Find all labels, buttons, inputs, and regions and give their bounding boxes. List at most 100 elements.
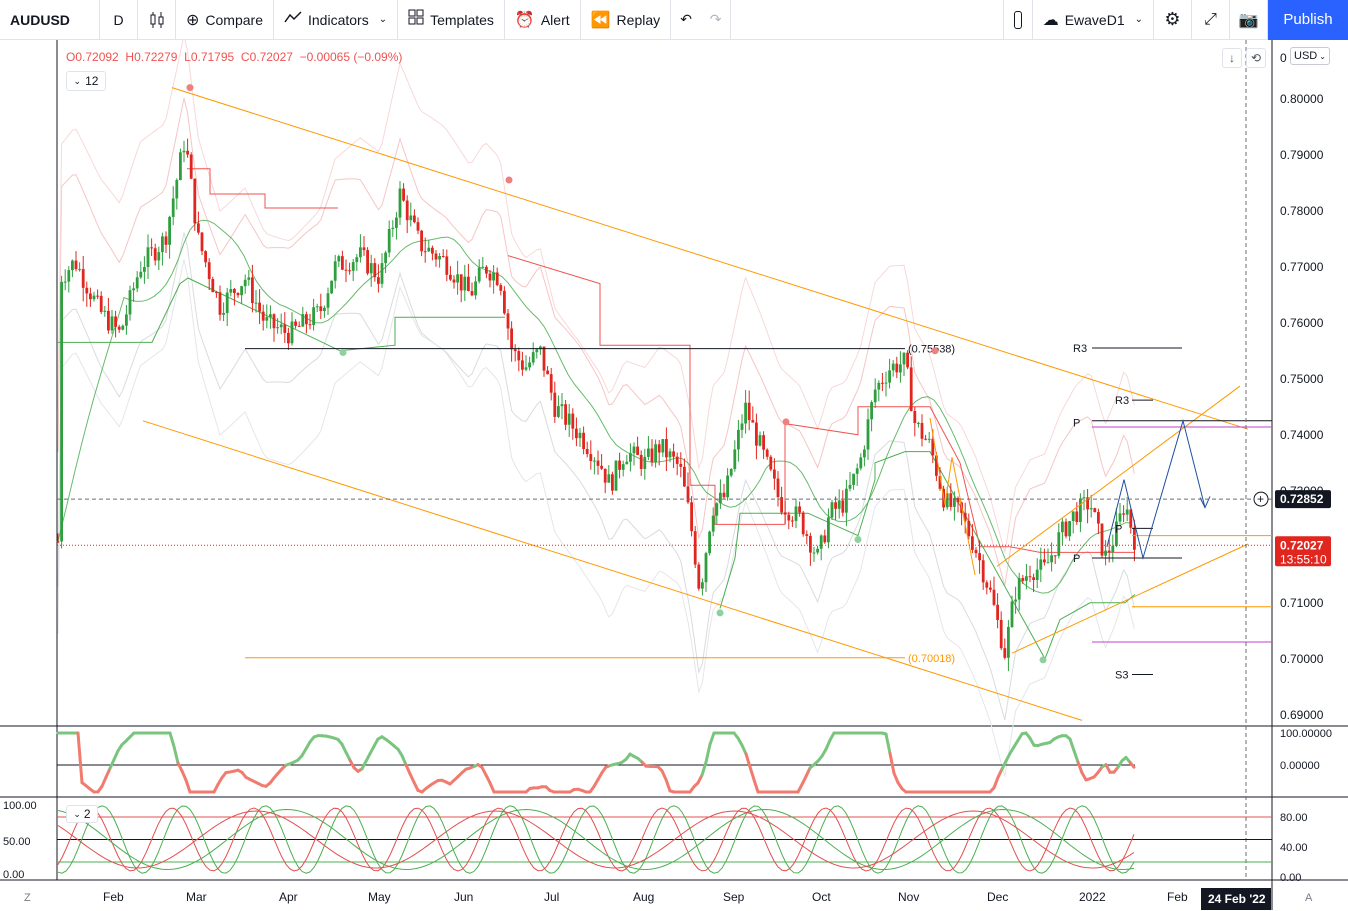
candle-body <box>711 515 715 532</box>
candle-body <box>463 276 467 291</box>
osc1-segment <box>1076 760 1084 775</box>
replay-button[interactable]: ⏪ Replay <box>581 0 672 40</box>
candle-body <box>744 402 747 424</box>
rising-channel-lower <box>1011 543 1249 654</box>
candle-body <box>582 432 585 449</box>
candle-body <box>175 180 179 199</box>
candle-body <box>215 292 218 294</box>
indicators-button[interactable]: Indicators ⌄ <box>274 0 399 40</box>
candle-body <box>783 512 787 515</box>
candle-body <box>445 256 449 275</box>
candle-body <box>323 307 326 312</box>
osc1-segment <box>664 778 672 793</box>
candle-body <box>841 500 845 513</box>
candle-body <box>895 363 899 373</box>
chart-type-button[interactable] <box>138 0 176 40</box>
candle-body <box>398 188 402 218</box>
candle-body <box>837 500 841 509</box>
candle-body <box>513 349 517 352</box>
candle-body <box>737 429 740 450</box>
candle-body <box>1086 497 1089 510</box>
candle-body <box>650 448 654 463</box>
osc1-segment <box>804 766 812 778</box>
candle-body <box>719 492 722 504</box>
candle-body <box>272 314 276 329</box>
candle-body <box>107 310 110 331</box>
alarm-clock-icon: ⏰ <box>514 11 535 29</box>
low-level-label: (0.70018) <box>908 653 955 665</box>
candle-body <box>845 488 848 513</box>
candle-body <box>1046 562 1050 564</box>
osc1-segment <box>76 731 84 785</box>
redo-button[interactable]: ↷ <box>701 0 732 40</box>
crosshair-price-text: 0.72852 <box>1280 492 1324 506</box>
expand-button[interactable]: ⤢ <box>1192 0 1230 40</box>
snapshot-button[interactable]: 📷 <box>1230 0 1268 40</box>
candle-body <box>643 456 647 469</box>
price-axis-label: 0.76000 <box>1280 316 1324 330</box>
candle-body <box>456 274 459 283</box>
candle-body <box>751 420 755 423</box>
candle-body <box>1079 498 1082 523</box>
symbol-search[interactable]: AUDUSD <box>0 0 100 40</box>
candle-body <box>1057 532 1061 556</box>
candle-body <box>499 285 503 291</box>
interval-button[interactable]: D <box>100 0 138 40</box>
candle-body <box>589 454 593 462</box>
chart-area[interactable]: 0.80000 0.79000 0.78000 0.77000 0.76000 0.750… <box>0 40 1348 911</box>
publish-button[interactable]: Publish <box>1268 0 1348 40</box>
open-label: O <box>66 50 76 64</box>
candle-body <box>197 223 200 233</box>
candle-body <box>78 269 81 271</box>
candle-body <box>776 478 780 498</box>
candle-body <box>225 292 229 313</box>
candle-body <box>805 534 809 536</box>
candle-body <box>434 253 438 260</box>
candle-body <box>521 360 524 370</box>
layout-button[interactable]: ☁ EwaveD1 ⌄ <box>1033 0 1154 40</box>
candle-body <box>1122 513 1125 515</box>
candle-body <box>603 468 607 483</box>
auto-scale-button: A <box>1305 892 1313 904</box>
candle-body <box>319 306 323 312</box>
chart-canvas[interactable]: 0.80000 0.79000 0.78000 0.77000 0.76000 0.750… <box>0 40 1348 911</box>
oscillator-collapse-button[interactable]: ⌄ 2 <box>66 805 98 823</box>
stop-dot <box>931 347 939 355</box>
candle-body <box>139 271 143 278</box>
time-axis-label: Sep <box>723 890 745 904</box>
candle-body <box>391 227 395 230</box>
price-axis-label: 0.74000 <box>1280 428 1324 442</box>
currency-button[interactable]: USD ⌄ <box>1290 47 1330 65</box>
osc1-segment <box>400 754 408 767</box>
candle-body <box>485 266 488 274</box>
low-value: 0.71795 <box>190 50 235 64</box>
candle-body <box>765 449 769 457</box>
collapse-indicators-button[interactable]: ⌄ 12 <box>66 71 106 91</box>
candle-body <box>801 512 805 535</box>
stop-dot <box>339 348 347 356</box>
fullscreen-toggle[interactable] <box>1002 0 1033 40</box>
candle-body <box>355 257 359 263</box>
candle-body <box>333 261 337 281</box>
candle-body <box>733 449 737 470</box>
candle-body <box>971 536 974 550</box>
candle-body <box>1075 511 1079 523</box>
templates-button[interactable]: Templates <box>398 0 505 40</box>
scroll-down-button[interactable]: ↓ <box>1222 48 1242 68</box>
stop-dot <box>782 418 790 426</box>
settings-button[interactable]: ⚙ <box>1154 0 1192 40</box>
osc1-axis-label: 0.00000 <box>1280 760 1320 772</box>
reset-button[interactable]: ⟲ <box>1246 48 1266 68</box>
candle-body <box>1107 550 1111 552</box>
candle-body <box>459 274 463 291</box>
chevron-down-icon[interactable]: ⌄ <box>1134 14 1143 25</box>
chevron-down-icon[interactable]: ⌄ <box>378 14 388 25</box>
layout-label: EwaveD1 <box>1064 11 1125 28</box>
candle-body <box>193 178 197 224</box>
candle-body <box>686 486 690 503</box>
alert-button[interactable]: ⏰ Alert <box>505 0 581 40</box>
candle-body <box>780 497 783 513</box>
compare-button[interactable]: ⊕ Compare <box>176 0 274 40</box>
undo-button[interactable]: ↶ <box>671 0 701 40</box>
price-axis-label: 0.69000 <box>1280 708 1324 722</box>
